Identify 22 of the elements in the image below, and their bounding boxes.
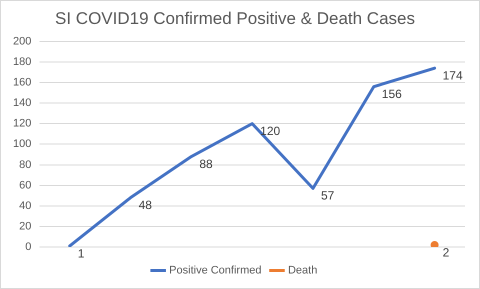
data-label: 174 bbox=[442, 68, 463, 82]
y-tick-label: 0 bbox=[25, 241, 32, 254]
y-tick-label: 200 bbox=[12, 35, 32, 48]
y-tick-label: 60 bbox=[19, 179, 32, 192]
data-label: 57 bbox=[320, 188, 335, 203]
y-tick-label: 180 bbox=[12, 56, 32, 68]
y-tick-label: 80 bbox=[19, 158, 32, 171]
data-label: 156 bbox=[382, 86, 402, 101]
legend-label: Death bbox=[288, 264, 318, 277]
y-tick-label: 20 bbox=[19, 220, 32, 232]
y-tick-label: 140 bbox=[12, 97, 32, 110]
data-label: 1 bbox=[78, 246, 85, 260]
y-tick-label: 100 bbox=[12, 138, 32, 150]
y-tick-label: 160 bbox=[12, 76, 32, 89]
legend-label: Positive Confirmed bbox=[169, 264, 262, 277]
y-tick-label: 40 bbox=[19, 200, 32, 212]
data-label: 2 bbox=[442, 245, 450, 260]
data-label: 88 bbox=[199, 156, 214, 171]
chart-title: SI COVID19 Confirmed Positive & Death Cases bbox=[55, 8, 415, 28]
data-label: 120 bbox=[260, 124, 281, 138]
data-label: 48 bbox=[138, 198, 152, 212]
y-tick-label: 120 bbox=[12, 118, 32, 130]
